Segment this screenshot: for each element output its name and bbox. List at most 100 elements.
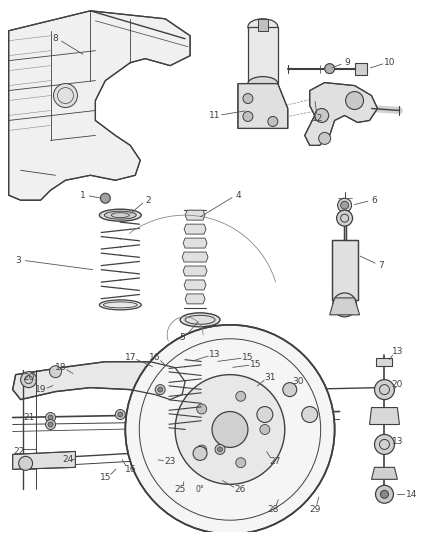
Text: 31: 31 <box>264 373 276 382</box>
Circle shape <box>341 201 349 209</box>
Circle shape <box>257 407 273 423</box>
Circle shape <box>243 94 253 103</box>
Text: 5: 5 <box>179 333 185 342</box>
Bar <box>332 240 357 300</box>
Circle shape <box>346 92 364 109</box>
Text: 28: 28 <box>267 505 279 514</box>
Ellipse shape <box>248 19 278 35</box>
Circle shape <box>21 372 37 387</box>
Polygon shape <box>182 252 208 262</box>
Circle shape <box>314 109 328 123</box>
Circle shape <box>243 111 253 122</box>
Circle shape <box>374 379 395 400</box>
Polygon shape <box>184 224 206 234</box>
Polygon shape <box>185 210 205 220</box>
Text: 30: 30 <box>292 377 304 386</box>
Circle shape <box>118 412 123 417</box>
Circle shape <box>215 445 225 455</box>
Text: 19: 19 <box>35 385 46 394</box>
Text: 23: 23 <box>164 457 176 466</box>
Polygon shape <box>238 84 288 128</box>
Text: 15: 15 <box>242 353 254 362</box>
Bar <box>355 63 367 75</box>
Text: 21: 21 <box>23 413 34 422</box>
Text: 15: 15 <box>250 360 261 369</box>
Text: 7: 7 <box>378 261 385 270</box>
Circle shape <box>325 63 335 74</box>
Circle shape <box>158 387 162 392</box>
Circle shape <box>381 490 389 498</box>
Circle shape <box>374 434 395 455</box>
Polygon shape <box>184 280 206 290</box>
Circle shape <box>283 383 297 397</box>
Text: 0°: 0° <box>196 485 205 494</box>
Text: 12: 12 <box>312 114 323 123</box>
Text: 16: 16 <box>149 353 161 362</box>
Polygon shape <box>183 266 207 276</box>
Polygon shape <box>183 238 207 248</box>
Polygon shape <box>258 19 268 31</box>
Circle shape <box>115 409 125 419</box>
Text: 10: 10 <box>384 58 395 67</box>
Polygon shape <box>370 408 399 424</box>
Circle shape <box>19 456 32 470</box>
Polygon shape <box>13 451 75 470</box>
Text: 3: 3 <box>16 255 21 264</box>
Text: 22: 22 <box>13 447 24 456</box>
Circle shape <box>197 445 207 455</box>
Text: 15: 15 <box>99 473 111 482</box>
Circle shape <box>100 193 110 203</box>
Text: 14: 14 <box>406 490 417 499</box>
Circle shape <box>212 411 248 447</box>
Circle shape <box>337 210 353 226</box>
Text: 18: 18 <box>55 363 66 372</box>
Text: 9: 9 <box>345 58 350 67</box>
Ellipse shape <box>248 77 278 91</box>
Circle shape <box>375 486 393 503</box>
Circle shape <box>332 293 357 317</box>
Polygon shape <box>13 362 185 400</box>
Circle shape <box>48 422 53 427</box>
Polygon shape <box>185 294 205 304</box>
Circle shape <box>46 413 56 423</box>
Text: 20: 20 <box>23 373 34 382</box>
Ellipse shape <box>104 211 136 219</box>
Circle shape <box>53 84 78 108</box>
Bar <box>332 240 357 300</box>
Circle shape <box>197 404 207 414</box>
Text: 29: 29 <box>309 505 320 514</box>
Circle shape <box>268 117 278 126</box>
Circle shape <box>236 391 246 401</box>
Text: 27: 27 <box>269 457 280 466</box>
Circle shape <box>155 385 165 394</box>
Polygon shape <box>9 11 190 200</box>
Circle shape <box>125 325 335 533</box>
Text: 8: 8 <box>53 34 58 43</box>
Text: 26: 26 <box>234 485 246 494</box>
Text: 13: 13 <box>392 347 403 356</box>
Polygon shape <box>371 467 397 479</box>
Circle shape <box>175 375 285 484</box>
Circle shape <box>218 447 223 452</box>
Text: 13: 13 <box>392 437 403 446</box>
Text: 6: 6 <box>371 196 378 205</box>
Circle shape <box>260 424 270 434</box>
Circle shape <box>49 366 61 378</box>
Circle shape <box>46 419 56 430</box>
Circle shape <box>302 407 318 423</box>
Text: 2: 2 <box>145 196 151 205</box>
Polygon shape <box>330 298 360 315</box>
Ellipse shape <box>99 300 141 310</box>
Ellipse shape <box>99 209 141 221</box>
Text: 1: 1 <box>80 191 85 200</box>
Circle shape <box>48 415 53 420</box>
Bar <box>377 358 392 366</box>
Text: 17: 17 <box>124 353 136 362</box>
Circle shape <box>236 458 246 467</box>
Text: 4: 4 <box>235 191 241 200</box>
Text: 20: 20 <box>392 380 403 389</box>
Text: 11: 11 <box>209 111 221 120</box>
Text: 16: 16 <box>124 465 136 474</box>
Circle shape <box>319 132 331 144</box>
Text: 13: 13 <box>209 350 221 359</box>
